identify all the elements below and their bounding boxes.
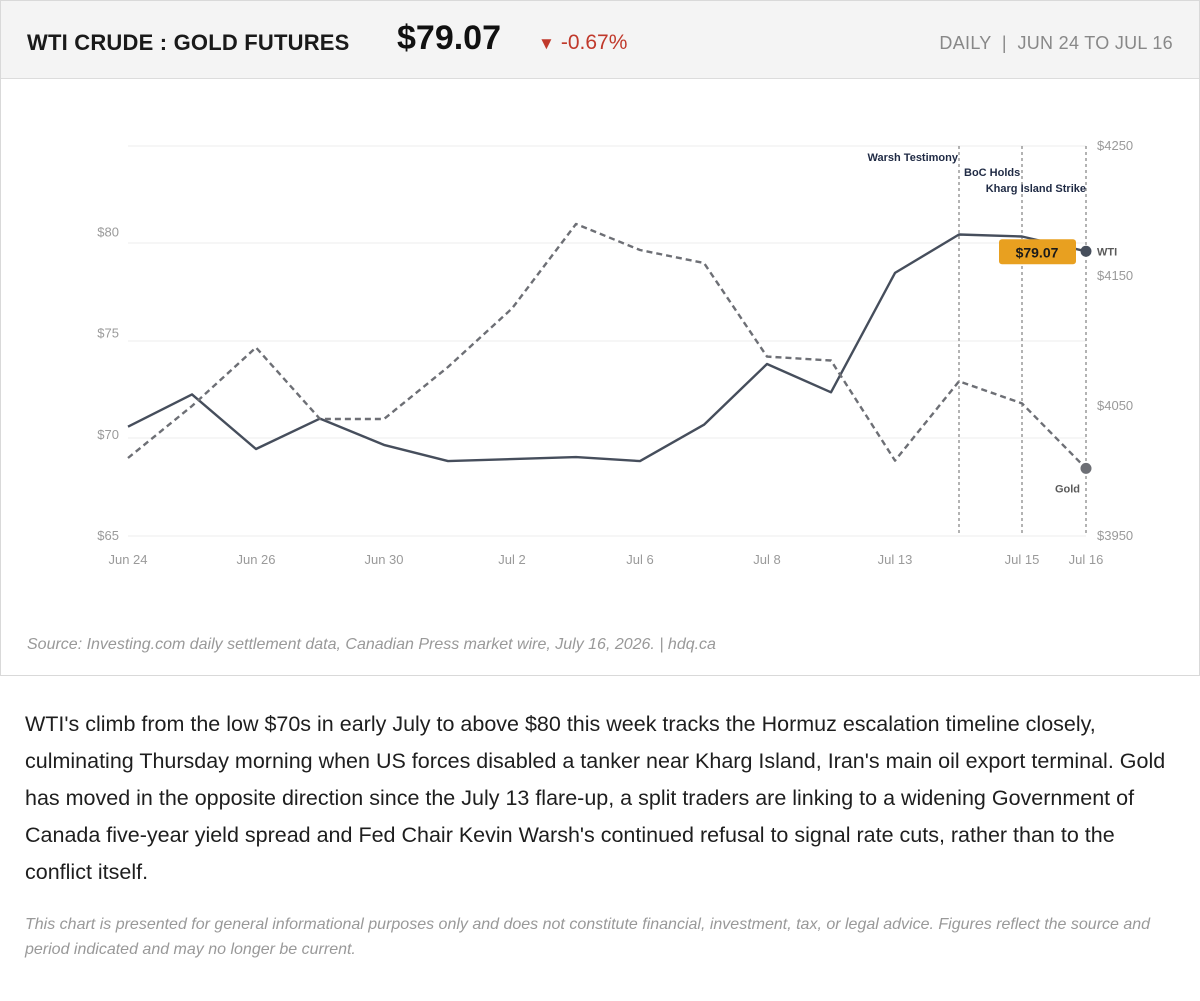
y-left-tick-label: $65: [97, 528, 119, 543]
x-tick-label: Jul 6: [626, 552, 653, 567]
y-right-tick-label: $3950: [1097, 528, 1133, 543]
y-left-tick-label: $80: [97, 224, 119, 239]
y-left-tick-label: $70: [97, 427, 119, 442]
annotation-label: BoC Holds: [964, 167, 1020, 179]
line-chart: $65 $70 $75 $80 $3950 $4050 $4150 $4250 Jun 24 Ju…: [97, 138, 1133, 567]
article-paragraph: WTI's climb from the low $70s in early J…: [25, 712, 1166, 884]
x-tick-label: Jul 16: [1069, 552, 1104, 567]
disclaimer: This chart is presented for general info…: [25, 916, 1151, 958]
x-tick-label: Jun 26: [236, 552, 275, 567]
annotation-label: Warsh Testimony: [868, 152, 959, 164]
x-tick-label: Jul 15: [1005, 552, 1040, 567]
price-change-value: -0.67%: [560, 31, 628, 54]
y-right-tick-label: $4250: [1097, 138, 1133, 153]
period-label: DAILY | JUN 24 TO JUL 16: [939, 33, 1173, 53]
wti-series-label: WTI: [1097, 246, 1117, 258]
source-note: Source: Investing.com daily settlement d…: [27, 636, 716, 653]
wti-end-point: [1080, 245, 1092, 257]
wti-series-line: [127, 233, 1087, 463]
gold-series-line: [127, 222, 1087, 470]
x-tick-label: Jun 30: [364, 552, 403, 567]
x-tick-label: Jul 8: [753, 552, 780, 567]
x-tick-label: Jul 13: [878, 552, 913, 567]
y-right-tick-label: $4150: [1097, 268, 1133, 283]
y-left-tick-label: $75: [97, 326, 119, 341]
current-price: $79.07: [397, 19, 501, 57]
down-arrow-icon: ▼: [538, 34, 555, 53]
chart-header: WTI CRUDE : GOLD FUTURES $79.07 ▼ -0.67% …: [1, 1, 1199, 79]
x-tick-label: Jul 2: [498, 552, 525, 567]
price-change: ▼ -0.67%: [538, 31, 627, 55]
last-value-text: $79.07: [1016, 244, 1059, 260]
chart-card: WTI CRUDE : GOLD FUTURES $79.07 ▼ -0.67% …: [0, 0, 1200, 676]
y-right-tick-label: $4050: [1097, 398, 1133, 413]
x-tick-label: Jun 24: [108, 552, 147, 567]
last-value-badge: [999, 239, 1076, 265]
gold-end-point: [1080, 462, 1092, 474]
annotation-label: Kharg Island Strike: [986, 183, 1086, 195]
chart-title: WTI CRUDE : GOLD FUTURES: [27, 30, 350, 55]
gold-series-label: Gold: [1055, 483, 1080, 495]
